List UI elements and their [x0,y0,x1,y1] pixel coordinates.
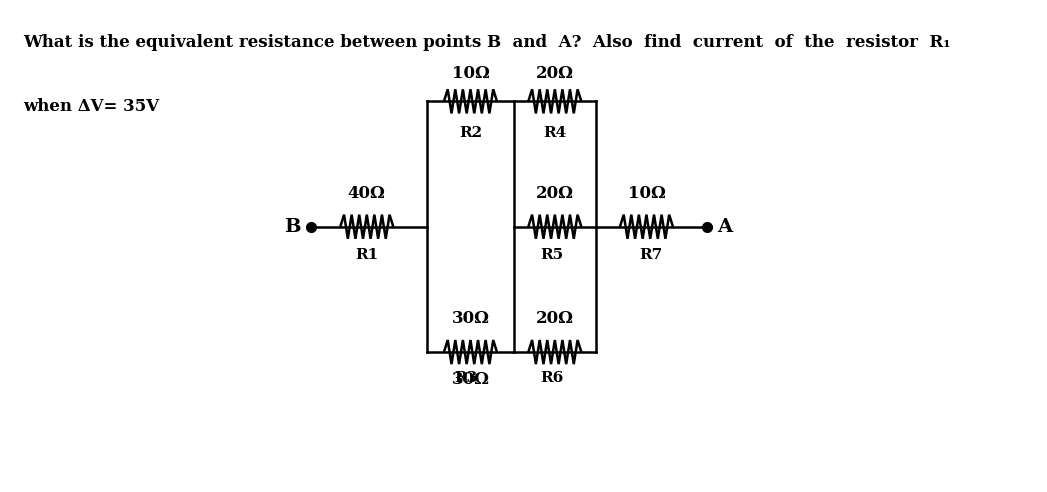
Text: 30Ω: 30Ω [451,371,489,388]
Text: 20Ω: 20Ω [536,65,574,82]
Text: R1: R1 [355,248,378,262]
Text: R6: R6 [540,371,563,385]
Text: 30Ω: 30Ω [451,310,489,327]
Text: 10Ω: 10Ω [627,184,666,202]
Text: 20Ω: 20Ω [536,310,574,327]
Text: R3: R3 [454,371,477,385]
Text: B: B [284,218,300,236]
Text: R2: R2 [459,126,482,140]
Text: A: A [717,218,733,236]
Text: 10Ω: 10Ω [451,65,489,82]
Text: R4: R4 [543,126,566,140]
Text: 20Ω: 20Ω [536,184,574,202]
Text: What is the equivalent resistance between points B  and  A?  Also  find  current: What is the equivalent resistance betwee… [23,34,951,52]
Text: R7: R7 [640,248,663,262]
Text: 40Ω: 40Ω [348,184,385,202]
Text: when ΔV= 35V: when ΔV= 35V [23,98,159,116]
Text: R5: R5 [540,248,563,262]
